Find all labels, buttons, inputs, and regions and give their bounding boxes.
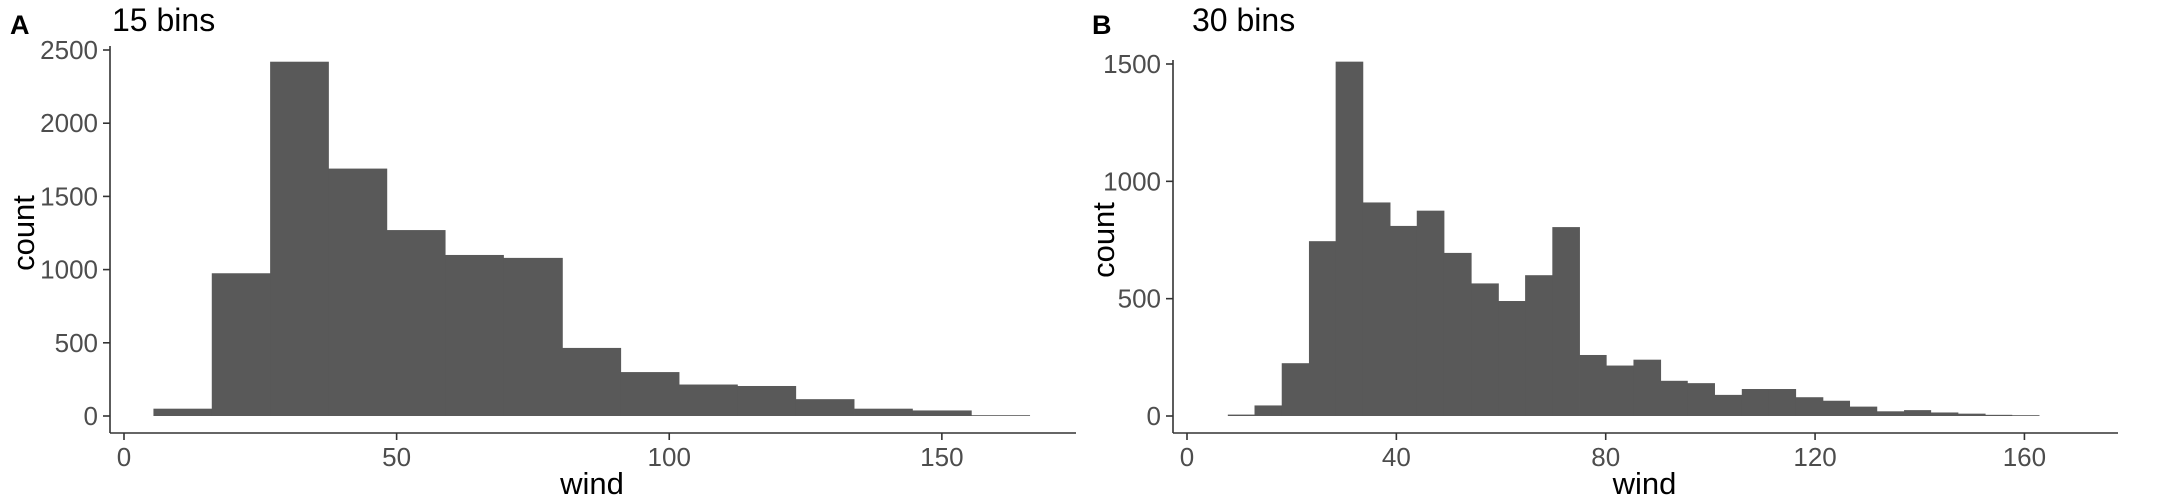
x-axis-title: wind [559, 466, 624, 501]
histogram-bar [211, 273, 271, 416]
histogram-bar [620, 372, 680, 416]
histogram-bar [1498, 301, 1526, 416]
y-tick-label: 500 [1118, 284, 1161, 314]
y-tick-label: 0 [84, 401, 98, 431]
x-tick-label: 40 [1382, 442, 1411, 472]
y-axis-title: count [1086, 202, 1121, 278]
x-axis-title: wind [1612, 466, 1677, 501]
histogram-bar [912, 410, 972, 416]
panel-label: A [10, 10, 30, 40]
histogram-bar [1660, 380, 1688, 416]
histogram-bar [1849, 406, 1878, 416]
histogram-bar [1741, 389, 1769, 416]
bars-group [153, 61, 1031, 416]
y-tick-label: 500 [55, 328, 98, 358]
y-tick-label: 1500 [1103, 49, 1161, 79]
histogram-bar [562, 347, 622, 416]
histogram-bar [2011, 415, 2040, 416]
ticks-group: 0 500 1000 1500 2000 2500 0 50 100 150 [40, 35, 963, 472]
histogram-bar [1254, 405, 1283, 416]
histogram-bar [1822, 400, 1851, 416]
bars-group [1227, 61, 2040, 417]
histogram-bar [1985, 414, 2013, 416]
histogram-bar [1471, 283, 1499, 416]
y-tick-label: 0 [1147, 401, 1161, 431]
histogram-bar [1768, 389, 1797, 416]
y-tick-label: 1500 [40, 181, 98, 211]
y-tick-label: 1000 [1103, 166, 1161, 196]
histogram-bar [1362, 202, 1391, 416]
histogram-bar [1633, 359, 1662, 416]
x-tick-label: 80 [1591, 442, 1620, 472]
x-tick-label: 120 [1793, 442, 1836, 472]
y-tick-label: 2500 [40, 35, 98, 65]
histogram-bar [328, 168, 388, 416]
histogram-bar [971, 415, 1031, 416]
histogram-bar [1957, 413, 1986, 416]
x-tick-label: 0 [1180, 442, 1194, 472]
histogram-bar [1714, 394, 1743, 416]
histogram-bar [1930, 412, 1959, 416]
histogram-bar [1904, 410, 1932, 416]
y-tick-label: 2000 [40, 108, 98, 138]
histogram-bar [1552, 227, 1580, 416]
y-axis-title: count [6, 195, 41, 271]
x-tick-label: 150 [920, 442, 963, 472]
histogram-bar [1525, 275, 1553, 416]
histogram-bar [1687, 383, 1715, 416]
histogram-bar [1579, 354, 1607, 416]
histogram-bar [1335, 61, 1364, 417]
histogram-bar [1416, 210, 1445, 416]
histogram-bar [153, 408, 213, 416]
histogram-bar [1227, 414, 1255, 416]
x-tick-label: 0 [117, 442, 131, 472]
histogram-bar [1606, 365, 1634, 416]
x-tick-label: 100 [648, 442, 691, 472]
histogram-panel-b: B 30 bins 0 500 1000 1500 0 40 80 120 160 wind c… [1086, 2, 2118, 501]
histogram-bar [1281, 363, 1310, 416]
histogram-bar [270, 61, 329, 416]
chart-title: 30 bins [1192, 2, 1295, 38]
histogram-bar [1795, 397, 1824, 416]
histogram-bar [1876, 411, 1905, 416]
x-tick-label: 160 [2003, 442, 2046, 472]
y-tick-label: 1000 [40, 255, 98, 285]
histogram-bar [1390, 225, 1418, 416]
panel-label: B [1092, 10, 1112, 40]
histogram-bar [445, 254, 504, 416]
chart-title: 15 bins [112, 2, 215, 38]
histogram-bar [679, 384, 738, 416]
histogram-bar [854, 408, 913, 416]
histogram-bar [386, 230, 446, 416]
histogram-bar [503, 257, 563, 416]
histogram-bar [795, 399, 855, 416]
x-tick-label: 50 [382, 442, 411, 472]
ticks-group: 0 500 1000 1500 0 40 80 120 160 [1103, 49, 2046, 472]
histogram-bar [1308, 241, 1337, 416]
histogram-bar [1443, 252, 1472, 416]
histogram-bar [737, 385, 797, 416]
